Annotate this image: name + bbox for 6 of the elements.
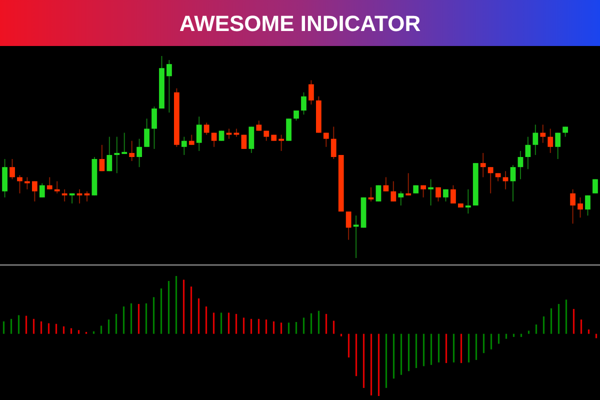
candlestick bbox=[376, 184, 382, 202]
candlestick bbox=[218, 130, 224, 142]
chart-title: AWESOME INDICATOR bbox=[179, 11, 421, 36]
candlestick bbox=[241, 134, 247, 150]
candlestick bbox=[286, 118, 292, 142]
candlestick bbox=[592, 178, 598, 194]
